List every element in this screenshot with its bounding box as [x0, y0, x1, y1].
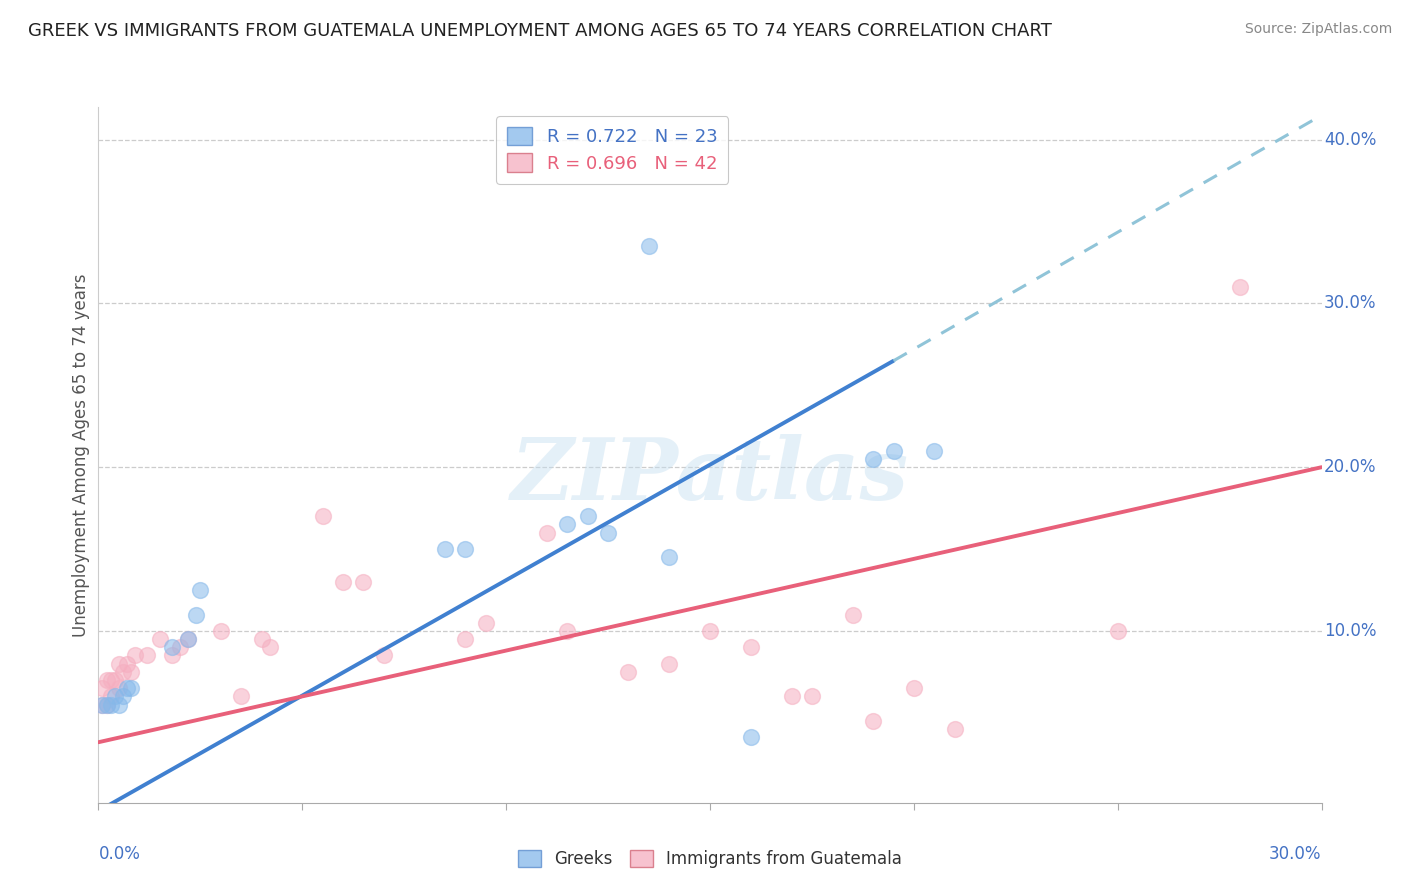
- Point: [91, 681, 114, 696]
- Point: [555, 517, 579, 532]
- Point: [555, 624, 579, 638]
- Text: Source: ZipAtlas.com: Source: ZipAtlas.com: [1244, 22, 1392, 37]
- Point: [108, 698, 131, 712]
- Text: GREEK VS IMMIGRANTS FROM GUATEMALA UNEMPLOYMENT AMONG AGES 65 TO 74 YEARS CORREL: GREEK VS IMMIGRANTS FROM GUATEMALA UNEMP…: [28, 22, 1052, 40]
- Point: [903, 681, 925, 696]
- Point: [658, 657, 681, 671]
- Point: [91, 698, 114, 712]
- Point: [637, 239, 661, 253]
- Point: [91, 698, 114, 712]
- Point: [120, 681, 142, 696]
- Point: [862, 714, 884, 728]
- Point: [100, 698, 122, 712]
- Legend: Greeks, Immigrants from Guatemala: Greeks, Immigrants from Guatemala: [512, 843, 908, 874]
- Point: [862, 452, 884, 467]
- Point: [943, 722, 966, 736]
- Point: [658, 550, 681, 565]
- Point: [801, 690, 824, 704]
- Point: [259, 640, 281, 655]
- Point: [699, 624, 721, 638]
- Point: [434, 542, 457, 557]
- Point: [136, 648, 159, 663]
- Point: [160, 640, 183, 655]
- Point: [536, 525, 558, 540]
- Point: [598, 525, 620, 540]
- Y-axis label: Unemployment Among Ages 65 to 74 years: Unemployment Among Ages 65 to 74 years: [72, 273, 90, 637]
- Point: [454, 542, 477, 557]
- Text: 0.0%: 0.0%: [98, 845, 141, 863]
- Point: [169, 640, 191, 655]
- Point: [352, 574, 374, 589]
- Point: [177, 632, 200, 646]
- Point: [149, 632, 172, 646]
- Point: [115, 657, 138, 671]
- Point: [111, 665, 134, 679]
- Point: [922, 443, 945, 458]
- Point: [373, 648, 395, 663]
- Point: [1107, 624, 1129, 638]
- Point: [186, 607, 208, 622]
- Text: 20.0%: 20.0%: [1324, 458, 1376, 476]
- Point: [108, 681, 131, 696]
- Text: 10.0%: 10.0%: [1324, 622, 1376, 640]
- Point: [231, 690, 253, 704]
- Point: [474, 615, 498, 630]
- Text: 30.0%: 30.0%: [1270, 845, 1322, 863]
- Point: [100, 673, 122, 687]
- Point: [124, 648, 146, 663]
- Point: [883, 443, 905, 458]
- Point: [120, 665, 142, 679]
- Point: [576, 509, 599, 524]
- Point: [177, 632, 200, 646]
- Point: [104, 673, 127, 687]
- Point: [115, 681, 138, 696]
- Point: [111, 690, 134, 704]
- Point: [740, 731, 762, 745]
- Point: [454, 632, 477, 646]
- Point: [104, 690, 127, 704]
- Point: [108, 657, 131, 671]
- Text: 40.0%: 40.0%: [1324, 131, 1376, 149]
- Point: [188, 582, 212, 597]
- Point: [841, 607, 863, 622]
- Point: [1229, 280, 1251, 294]
- Point: [617, 665, 640, 679]
- Point: [250, 632, 273, 646]
- Point: [209, 624, 232, 638]
- Point: [100, 690, 122, 704]
- Point: [780, 690, 803, 704]
- Point: [312, 509, 335, 524]
- Point: [740, 640, 762, 655]
- Text: ZIPatlas: ZIPatlas: [510, 434, 910, 517]
- Point: [96, 698, 118, 712]
- Point: [96, 698, 118, 712]
- Point: [332, 574, 354, 589]
- Point: [96, 673, 118, 687]
- Text: 30.0%: 30.0%: [1324, 294, 1376, 312]
- Point: [160, 648, 183, 663]
